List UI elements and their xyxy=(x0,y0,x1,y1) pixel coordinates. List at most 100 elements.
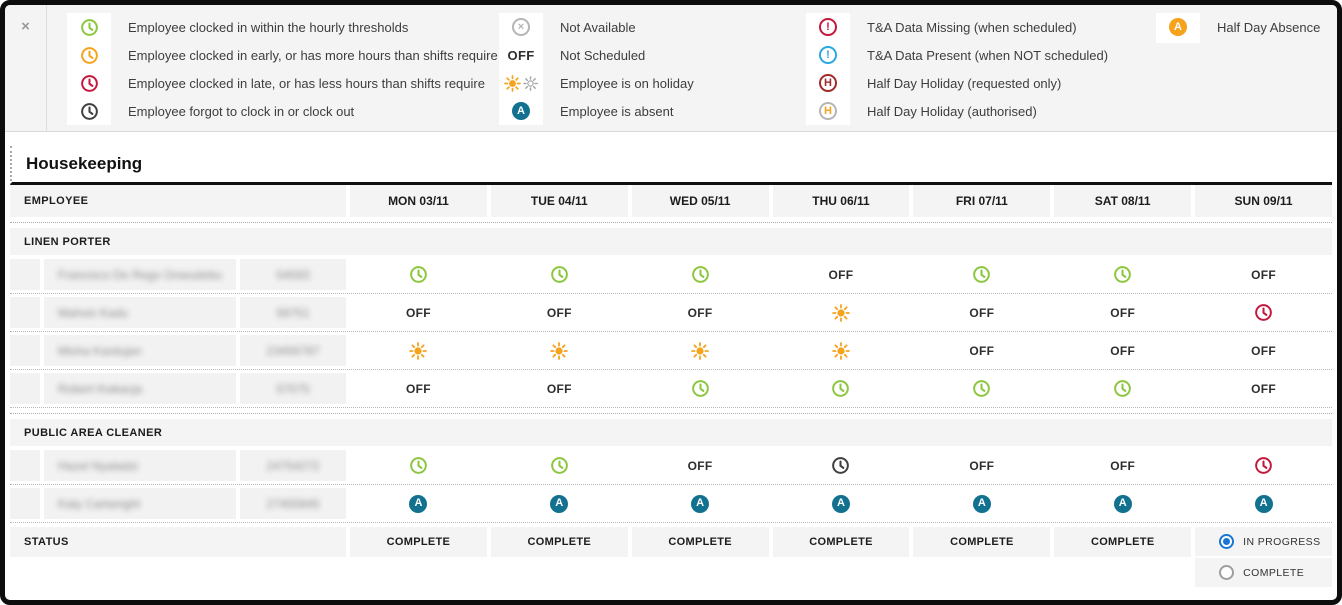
clock-red-icon xyxy=(1254,303,1273,322)
absent-icon: A xyxy=(691,494,710,513)
status-complete-cell[interactable]: COMPLETE xyxy=(631,527,769,557)
day-cell[interactable]: OFF xyxy=(490,373,628,404)
day-cell[interactable] xyxy=(1195,450,1332,481)
dotted-separator xyxy=(10,408,1332,414)
day-cell[interactable] xyxy=(913,373,1051,404)
day-cell[interactable]: A xyxy=(913,488,1051,519)
status-complete-cell[interactable]: COMPLETE xyxy=(350,527,487,557)
day-cell[interactable]: OFF xyxy=(631,297,769,328)
day-cell[interactable] xyxy=(490,335,628,366)
employee-name-cell: Katy Cartwright xyxy=(44,488,236,519)
legend-item-label: Employee forgot to clock in or clock out xyxy=(128,103,355,119)
legend-group: Employee clocked in within the hourly th… xyxy=(47,5,499,131)
absent-icon: A xyxy=(1254,494,1273,513)
day-cell[interactable]: OFF xyxy=(1195,373,1332,404)
legend-icon-cell: A xyxy=(512,97,530,125)
day-cell[interactable]: OFF xyxy=(1195,335,1332,366)
status-complete-cell[interactable]: COMPLETE xyxy=(490,527,628,557)
absent-icon: A xyxy=(409,494,428,513)
day-cell[interactable] xyxy=(772,373,910,404)
legend-icon-cell: H xyxy=(819,69,837,97)
legend-item-label: Not Available xyxy=(560,19,636,35)
day-cell[interactable] xyxy=(350,450,487,481)
day-cell[interactable]: A xyxy=(490,488,628,519)
legend-item-label: Half Day Holiday (authorised) xyxy=(867,103,1037,119)
status-complete-cell[interactable]: COMPLETE xyxy=(1054,527,1192,557)
legend-icon-cell: × xyxy=(512,13,530,41)
legend-icon-cell xyxy=(80,13,99,41)
day-cell[interactable]: OFF xyxy=(350,297,487,328)
close-icon[interactable]: × xyxy=(21,18,30,35)
day-cell[interactable]: A xyxy=(350,488,487,519)
day-cell[interactable]: OFF xyxy=(1195,259,1332,290)
status-complete-cell[interactable]: COMPLETE xyxy=(772,527,910,557)
day-cell[interactable] xyxy=(1054,373,1192,404)
day-cell[interactable] xyxy=(1054,259,1192,290)
clock-green-icon xyxy=(972,265,991,284)
off-label: OFF xyxy=(969,458,995,473)
day-cell[interactable]: A xyxy=(1054,488,1192,519)
day-cell[interactable]: A xyxy=(631,488,769,519)
legend-icon-strip: A xyxy=(1156,13,1200,43)
day-cell[interactable] xyxy=(913,259,1051,290)
day-cell[interactable]: OFF xyxy=(913,297,1051,328)
radio-unselected-icon[interactable] xyxy=(1219,565,1235,580)
employee-row: Katy Cartwright 27455845 A A A A A A A xyxy=(10,485,1332,523)
clock-green-icon xyxy=(972,379,991,398)
legend-icon-strip: × OFF A xyxy=(499,13,543,125)
rota-table: Housekeeping EMPLOYEE MON 03/11 TUE 04/11… xyxy=(10,146,1332,587)
employee-code-redacted: 27455845 xyxy=(266,496,320,511)
legend-item-label: Employee is on holiday xyxy=(560,75,694,91)
day-cell[interactable] xyxy=(772,450,910,481)
day-cell[interactable] xyxy=(350,259,487,290)
off-label: OFF xyxy=(405,305,431,320)
status-row: STATUS COMPLETE COMPLETE COMPLETE COMPLETE C… xyxy=(10,527,1332,587)
day-cell[interactable]: A xyxy=(772,488,910,519)
off-label: OFF xyxy=(969,343,995,358)
employee-name-cell: Misha Kardujan xyxy=(44,335,236,366)
day-cell[interactable] xyxy=(490,259,628,290)
day-cell[interactable] xyxy=(631,259,769,290)
day-cell[interactable]: OFF xyxy=(1054,297,1192,328)
row-leading-cell xyxy=(10,259,40,290)
employee-name-cell: Mahsin Kadu xyxy=(44,297,236,328)
legend-group: × OFF A Not Available Not Scheduled Employee … xyxy=(499,5,806,131)
employee-code-cell: 57075 xyxy=(240,373,346,404)
half-day-holiday-authorised-icon: H xyxy=(819,102,837,120)
day-cell[interactable]: OFF xyxy=(1054,450,1192,481)
day-cell[interactable]: OFF xyxy=(631,450,769,481)
legend-icon-cell xyxy=(80,69,99,97)
status-complete-cell[interactable]: COMPLETE xyxy=(913,527,1051,557)
day-cell[interactable] xyxy=(772,335,910,366)
legend-item-label: Employee clocked in late, or has less ho… xyxy=(128,75,485,91)
day-cell[interactable] xyxy=(631,335,769,366)
day-cell[interactable]: OFF xyxy=(490,297,628,328)
legend-bar: × Employee clocked in within the hourly … xyxy=(5,5,1337,132)
status-radio-option[interactable]: COMPLETE xyxy=(1195,558,1332,587)
radio-selected-icon[interactable] xyxy=(1219,534,1235,549)
employee-name-cell: Robert Kwkacja xyxy=(44,373,236,404)
legend-icon-cell xyxy=(80,97,99,125)
day-cell[interactable]: OFF xyxy=(1054,335,1192,366)
day-cell[interactable]: OFF xyxy=(913,335,1051,366)
absent-icon: A xyxy=(972,494,991,513)
day-cell[interactable] xyxy=(631,373,769,404)
day-cell[interactable] xyxy=(350,335,487,366)
day-cell[interactable] xyxy=(1195,297,1332,328)
legend-icon-cell: A xyxy=(1169,13,1187,41)
day-cell[interactable]: OFF xyxy=(772,259,910,290)
employee-code-cell: 24754272 xyxy=(240,450,346,481)
day-cell[interactable]: OFF xyxy=(913,450,1051,481)
absent-icon: A xyxy=(512,102,530,120)
legend-icon-strip xyxy=(67,13,111,125)
clock-red-icon xyxy=(80,74,99,93)
day-cell[interactable]: A xyxy=(1195,488,1332,519)
legend-item-label: Not Scheduled xyxy=(560,47,646,63)
day-cell[interactable]: OFF xyxy=(350,373,487,404)
day-cell[interactable] xyxy=(772,297,910,328)
day-column-header: FRI 07/11 xyxy=(913,185,1051,217)
day-column-header: TUE 04/11 xyxy=(490,185,628,217)
day-cell[interactable] xyxy=(490,450,628,481)
status-radio-option[interactable]: IN PROGRESS xyxy=(1195,527,1332,556)
legend-texts: Employee clocked in within the hourly th… xyxy=(111,13,498,131)
